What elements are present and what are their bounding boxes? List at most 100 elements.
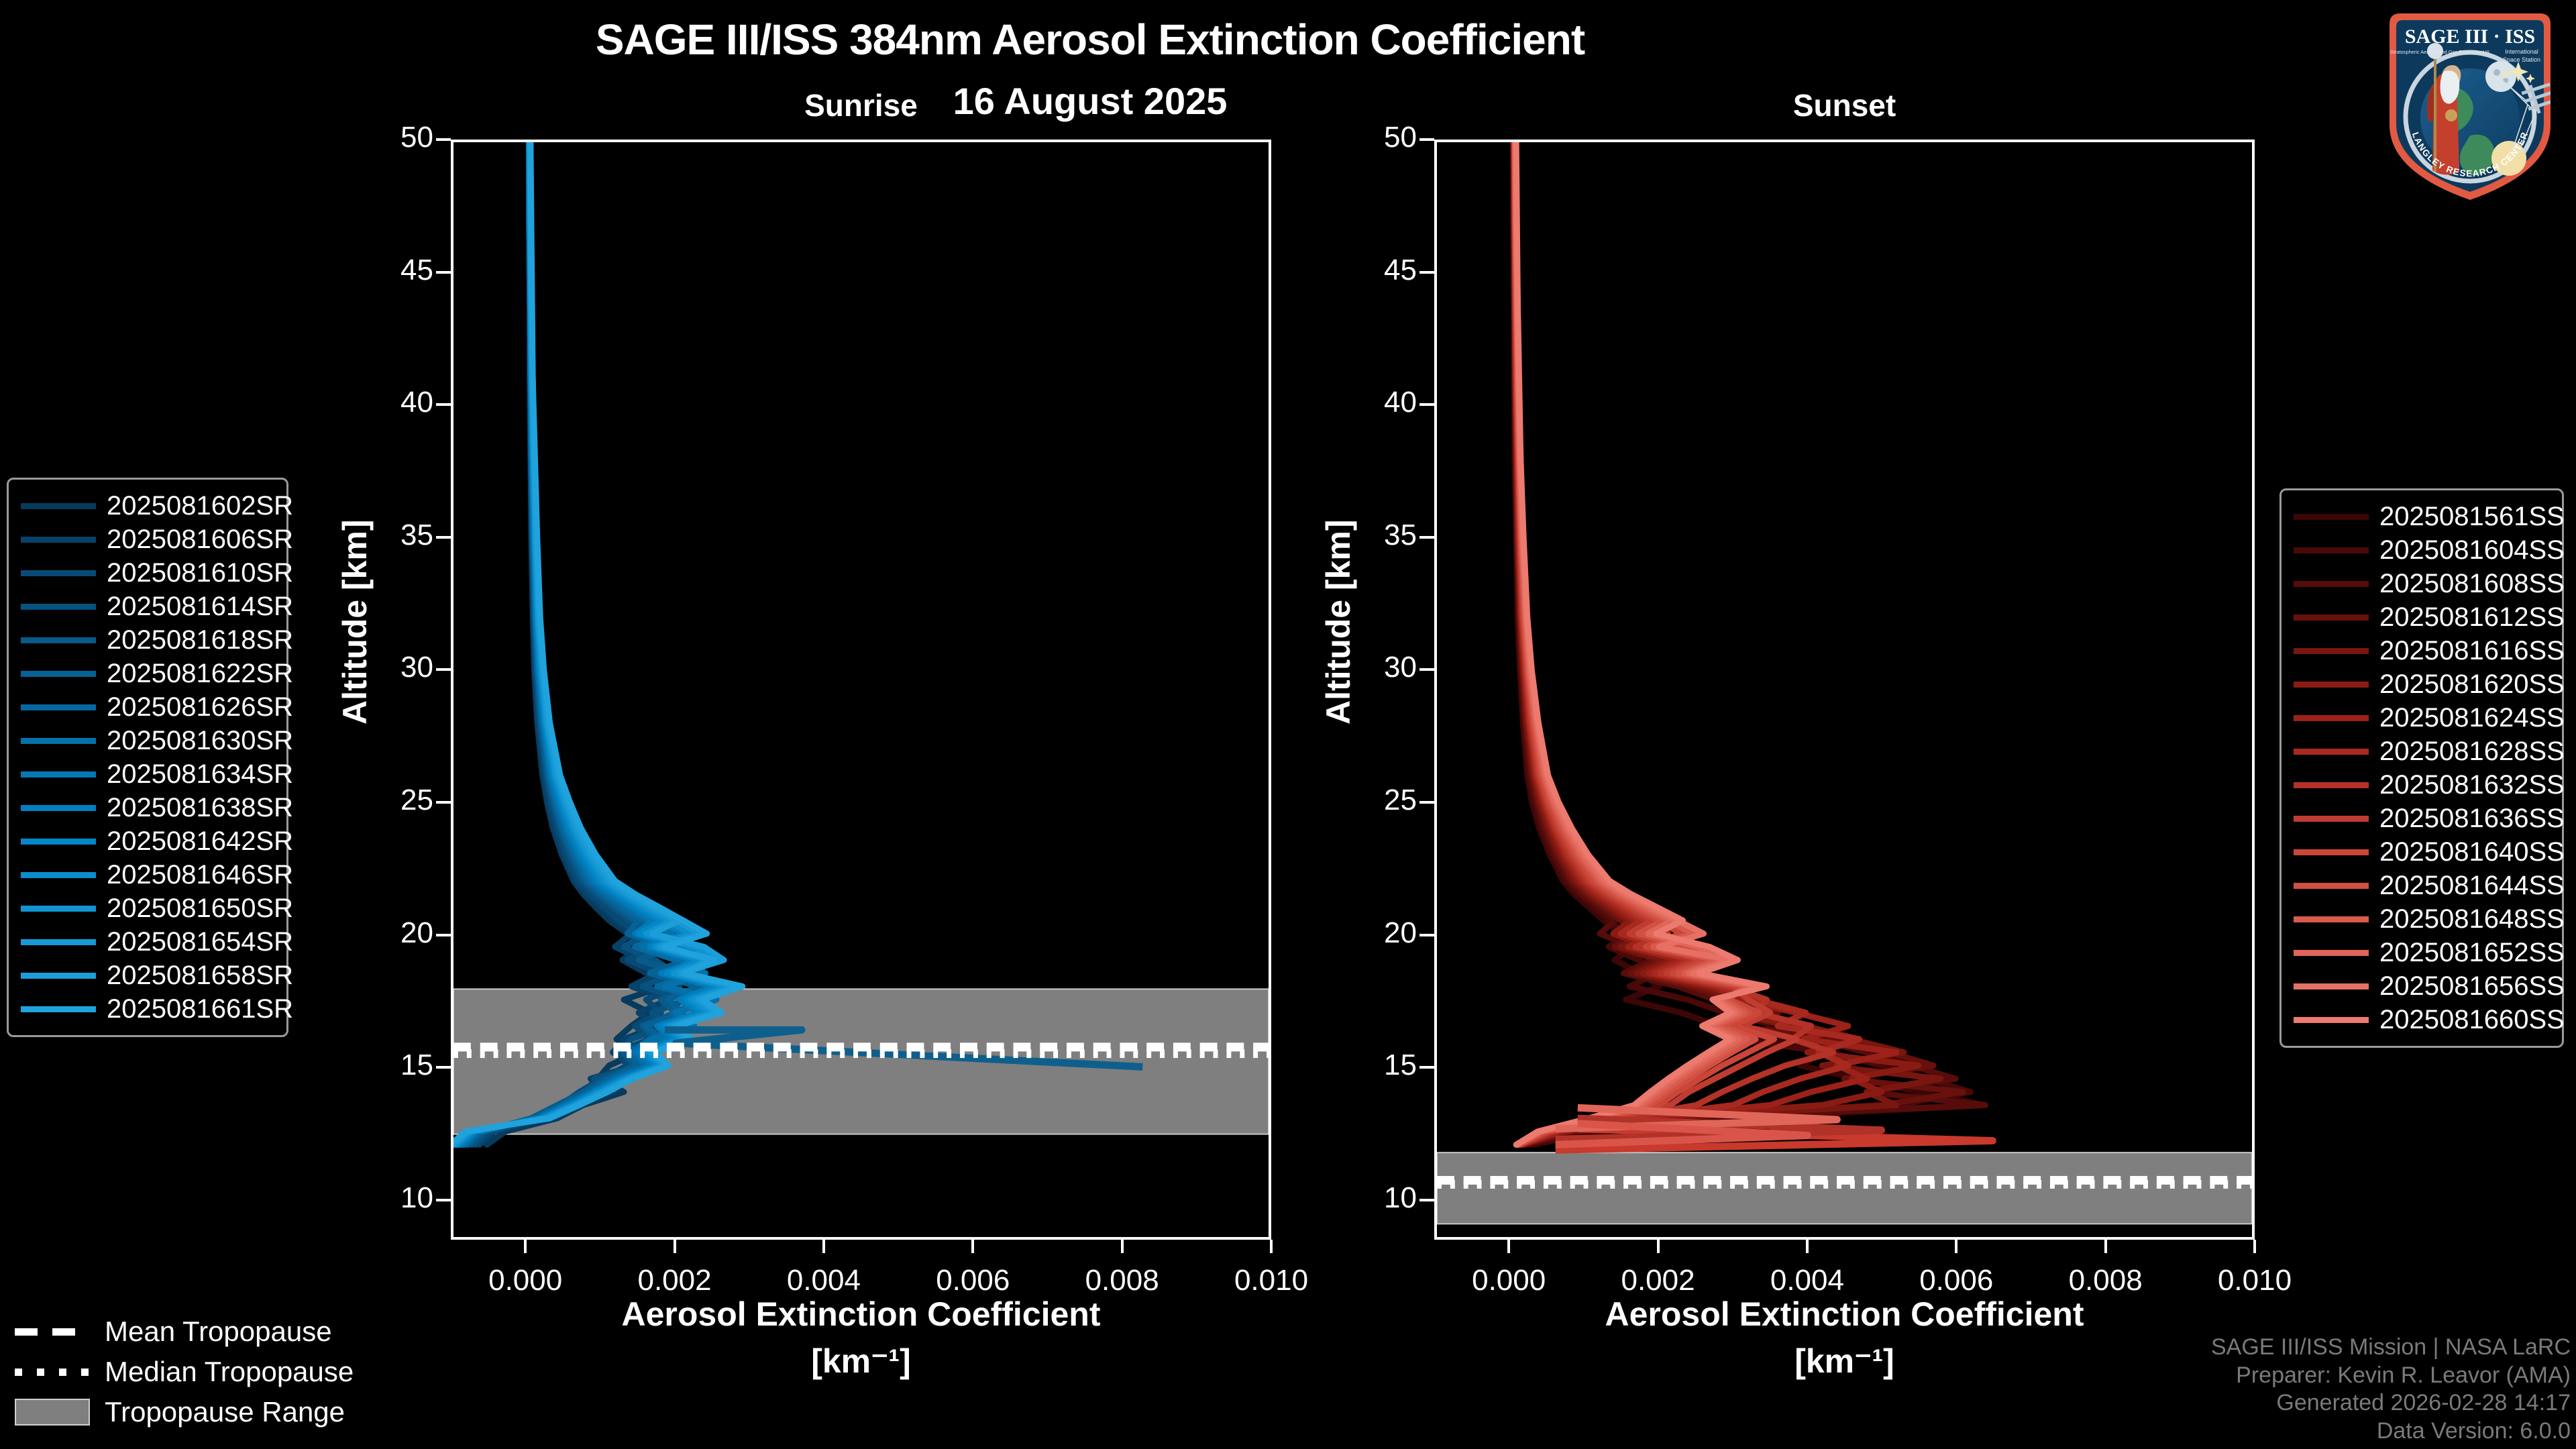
legend-item[interactable]: 2025081638SR — [21, 791, 293, 824]
legend-item[interactable]: 2025081658SR — [21, 959, 293, 992]
legend-item[interactable]: 2025081642SR — [21, 824, 293, 858]
legend-event-label: 2025081628SS — [2379, 736, 2565, 766]
legend-color-swatch — [21, 838, 96, 845]
dotted-line-icon — [15, 1368, 93, 1376]
outlier-profile-line — [1555, 1120, 1811, 1148]
sunrise-x-axis-units: [km⁻¹] — [811, 1342, 911, 1380]
legend-item[interactable]: 2025081628SS — [2294, 735, 2565, 768]
legend-color-swatch — [21, 603, 96, 610]
profile-line — [453, 142, 746, 1146]
legend-color-swatch — [21, 1006, 96, 1012]
legend-event-label: 2025081614SR — [107, 591, 294, 621]
legend-event-label: 2025081620SS — [2379, 669, 2565, 699]
tropopause-range-band — [453, 988, 1269, 1135]
legend-item[interactable]: 2025081630SR — [21, 724, 293, 757]
legend-item[interactable]: 2025081608SS — [2294, 567, 2565, 600]
legend-event-label: 2025081658SR — [107, 960, 294, 990]
y-tick-mark — [436, 1198, 451, 1201]
y-tick-label: 45 — [1384, 253, 1417, 286]
legend-item[interactable]: 2025081634SR — [21, 757, 293, 791]
legend-event-label: 2025081660SS — [2379, 1004, 2565, 1034]
legend-color-swatch — [2294, 614, 2369, 621]
credits-line-1: SAGE III/ISS Mission | NASA LaRC — [2210, 1334, 2571, 1360]
profile-line — [1511, 142, 1863, 1148]
x-tick-label: 0.006 — [1919, 1264, 1994, 1297]
x-tick-mark — [1120, 1240, 1124, 1253]
legend-color-swatch — [21, 871, 96, 878]
legend-item[interactable]: 2025081561SS — [2294, 500, 2565, 533]
legend-event-label: 2025081622SR — [107, 658, 294, 688]
legend-event-label: 2025081612SS — [2379, 602, 2565, 632]
legend-item[interactable]: 2025081612SS — [2294, 600, 2565, 634]
legend-item[interactable]: 2025081624SS — [2294, 701, 2565, 735]
y-tick-mark — [436, 1066, 451, 1069]
y-tick-label: 35 — [400, 518, 433, 551]
legend-event-label: 2025081654SR — [107, 926, 294, 957]
sunset-panel-title: Sunset — [1792, 88, 1896, 123]
credits-line-3: Generated 2026-02-28 14:17 — [2276, 1390, 2571, 1416]
legend-event-label: 2025081608SS — [2379, 568, 2565, 598]
sunset-legend[interactable]: 2025081561SS 2025081604SS 2025081608SS 2025… — [2279, 488, 2565, 1048]
legend-item[interactable]: 2025081661SR — [21, 992, 293, 1026]
legend-event-label: 2025081652SS — [2379, 937, 2565, 967]
legend-item[interactable]: 2025081650SR — [21, 892, 293, 925]
legend-color-swatch — [21, 536, 96, 543]
mean-tropopause-label: Mean Tropopause — [105, 1316, 332, 1347]
legend-item[interactable]: 2025081640SS — [2294, 835, 2565, 869]
legend-item[interactable]: 2025081616SS — [2294, 634, 2565, 667]
legend-item[interactable]: 2025081618SR — [21, 623, 293, 657]
legend-item[interactable]: 2025081626SR — [21, 690, 293, 724]
x-tick-mark — [1955, 1240, 1958, 1253]
legend-item[interactable]: 2025081614SR — [21, 590, 293, 623]
legend-color-swatch — [2294, 916, 2369, 922]
x-tick-label: 0.010 — [1234, 1264, 1309, 1297]
legend-item[interactable]: 2025081648SS — [2294, 902, 2565, 936]
x-tick-label: 0.010 — [2217, 1264, 2292, 1297]
legend-item[interactable]: 2025081632SS — [2294, 768, 2565, 802]
svg-text:Space Station: Space Station — [2503, 56, 2540, 63]
legend-item[interactable]: 2025081606SR — [21, 523, 293, 556]
legend-event-label: 2025081606SR — [107, 524, 294, 554]
legend-color-swatch — [2294, 815, 2369, 822]
svg-text:International: International — [2505, 48, 2538, 55]
median-tropopause-label: Median Tropopause — [105, 1356, 354, 1387]
legend-item[interactable]: 2025081636SS — [2294, 802, 2565, 835]
legend-color-swatch — [2294, 949, 2369, 956]
legend-color-swatch — [21, 502, 96, 509]
legend-item[interactable]: 2025081644SS — [2294, 869, 2565, 902]
y-tick-label: 25 — [1384, 783, 1417, 816]
range-swatch-icon — [15, 1399, 93, 1426]
legend-item[interactable]: 2025081604SS — [2294, 533, 2565, 567]
legend-color-swatch — [21, 704, 96, 710]
x-tick-mark — [1270, 1240, 1273, 1253]
legend-item[interactable]: 2025081602SR — [21, 489, 293, 523]
legend-color-swatch — [21, 771, 96, 777]
legend-event-label: 2025081646SR — [107, 859, 294, 890]
legend-item[interactable]: 2025081622SR — [21, 657, 293, 690]
legend-item[interactable]: 2025081656SS — [2294, 969, 2565, 1003]
y-tick-label: 30 — [400, 651, 433, 684]
y-tick-label: 25 — [400, 783, 433, 816]
legend-event-label: 2025081616SS — [2379, 635, 2565, 665]
x-tick-label: 0.000 — [488, 1264, 563, 1297]
sunset-plot-panel — [1434, 140, 2255, 1240]
legend-color-swatch — [2294, 580, 2369, 587]
x-tick-mark — [1656, 1240, 1660, 1253]
legend-item-mean-tropopause: Mean Tropopause — [15, 1311, 354, 1352]
sunrise-legend[interactable]: 2025081602SR 2025081606SR 2025081610SR 2025… — [7, 478, 293, 1037]
legend-item[interactable]: 2025081646SR — [21, 858, 293, 892]
legend-item[interactable]: 2025081652SS — [2294, 936, 2565, 969]
y-tick-label: 50 — [1384, 121, 1417, 154]
legend-item[interactable]: 2025081654SR — [21, 925, 293, 959]
dashed-line-icon — [15, 1328, 93, 1336]
y-tick-label: 15 — [400, 1049, 433, 1082]
credits-line-4: Data Version: 6.0.0 — [2376, 1417, 2571, 1444]
y-tick-mark — [1419, 1198, 1434, 1201]
legend-item[interactable]: 2025081660SS — [2294, 1003, 2565, 1036]
legend-event-label: 2025081626SR — [107, 692, 294, 722]
x-tick-label: 0.008 — [1085, 1264, 1159, 1297]
legend-color-swatch — [2294, 782, 2369, 788]
legend-item[interactable]: 2025081620SS — [2294, 667, 2565, 701]
legend-event-label: 2025081610SR — [107, 557, 294, 588]
legend-item[interactable]: 2025081610SR — [21, 556, 293, 590]
